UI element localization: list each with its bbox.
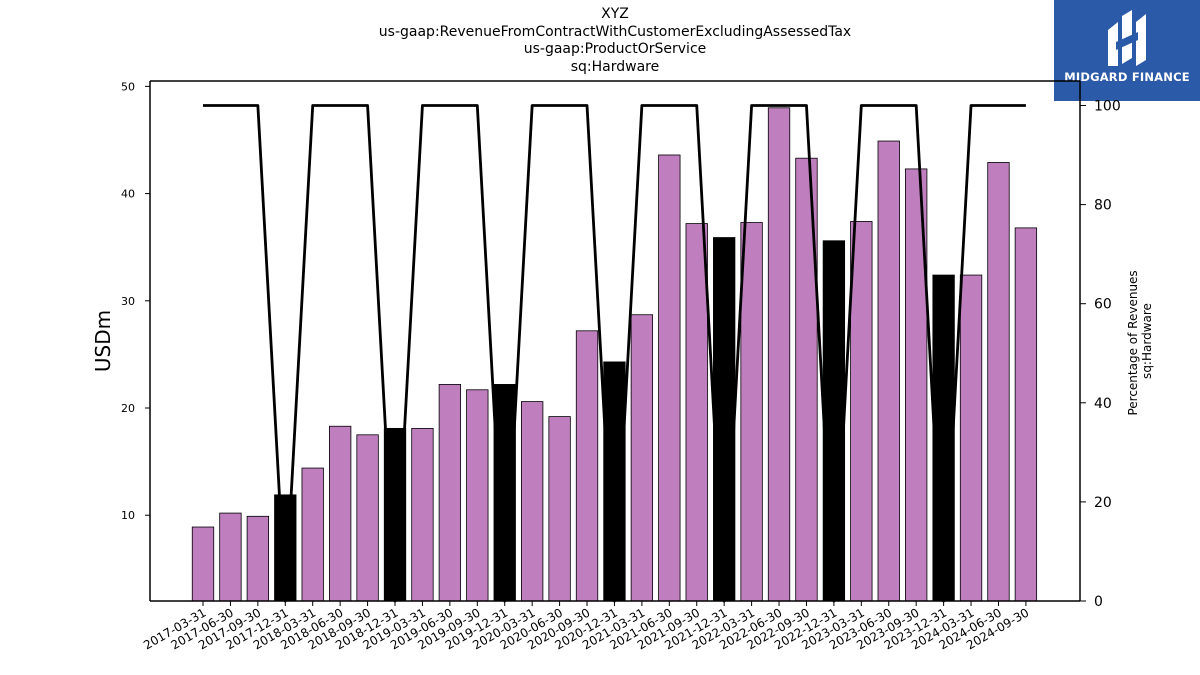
bar-2022-03-31 [740, 222, 763, 602]
x-ticks-group: 2017-03-312017-06-302017-09-302017-12-31… [141, 601, 1031, 652]
bar-2017-06-30 [219, 512, 242, 602]
y-tick-label-10: 10 [121, 509, 135, 522]
logo-text: MIDGARD FINANCE [1064, 70, 1190, 84]
midgard-logo-icon [1108, 10, 1146, 66]
bar-2019-03-31 [411, 427, 434, 602]
title-line-concept: us-gaap:RevenueFromContractWithCustomerE… [378, 23, 852, 40]
y2-ticks-group: 0 20 40 60 80 100 [1080, 99, 1121, 610]
bar-2017-09-30 [246, 515, 270, 602]
bar-2022-12-31 [822, 240, 846, 602]
bar-2022-06-30 [767, 107, 791, 602]
bar-2020-06-30 [548, 416, 571, 602]
bar-2021-12-31 [713, 237, 736, 602]
y-tick-label-30: 30 [121, 295, 135, 308]
bar-2021-09-30 [685, 223, 708, 602]
y-tick-label-20: 20 [121, 402, 135, 415]
title-line-member: sq:Hardware [570, 58, 660, 75]
bar-2019-12-31 [493, 384, 516, 602]
y2-tick-label-0: 0 [1094, 594, 1103, 610]
bar-2019-09-30 [466, 389, 489, 602]
title-line-axis: us-gaap:ProductOrService [523, 41, 707, 57]
bar-2018-06-30 [328, 425, 352, 602]
y2-tick-label-60: 60 [1094, 297, 1112, 313]
bar-2024-03-31 [959, 274, 983, 602]
bar-2018-03-31 [301, 467, 324, 602]
bar-2019-06-30 [438, 384, 462, 602]
bar-2024-09-30 [1014, 227, 1038, 602]
y2-tick-label-80: 80 [1094, 198, 1112, 214]
axes-group [149, 80, 1081, 602]
y2-tick-label-100: 100 [1094, 99, 1121, 115]
y2-tick-label-40: 40 [1094, 396, 1112, 412]
y-tick-label-50: 50 [121, 80, 135, 93]
y2-axis-label-line-1: Percentage of Revenues [1126, 270, 1140, 415]
chart-title: XYZ us-gaap:RevenueFromContractWithCusto… [150, 6, 1080, 76]
bar-2021-03-31 [630, 314, 654, 602]
y2-axis-label: Percentage of Revenues sq:Hardware [1126, 266, 1154, 415]
bar-2023-12-31 [932, 274, 955, 602]
bar-2020-09-30 [575, 330, 599, 602]
bar-2018-09-30 [356, 434, 379, 602]
midgard-finance-logo: MIDGARD FINANCE [1054, 0, 1200, 101]
y2-tick-label-20: 20 [1094, 495, 1112, 511]
bar-2023-03-31 [850, 221, 873, 602]
bar-2023-06-30 [877, 140, 900, 602]
y2-axis-label-line-2: sq:Hardware [1140, 303, 1154, 379]
bars-group [191, 107, 1038, 602]
bar-2017-03-31 [191, 526, 215, 602]
title-line-company: XYZ [601, 6, 629, 22]
y-axis-label: USDm [91, 310, 115, 372]
bar-2020-03-31 [521, 401, 544, 602]
bar-2021-06-30 [658, 154, 681, 602]
y-tick-label-40: 40 [121, 188, 135, 201]
bar-2024-06-30 [987, 162, 1010, 602]
y-ticks-group: 10 20 30 40 50 [121, 80, 150, 522]
